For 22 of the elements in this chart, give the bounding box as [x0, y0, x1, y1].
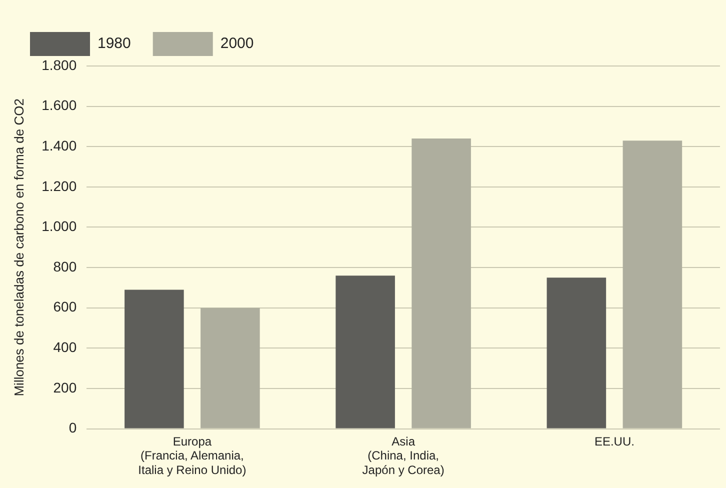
y-tick-label: 0	[68, 420, 77, 436]
x-tick-label: EE.UU.	[594, 434, 634, 448]
bar	[336, 276, 395, 428]
bar	[200, 308, 260, 428]
y-tick-label: 1.600	[42, 97, 77, 114]
legend-label: 1980	[98, 35, 131, 52]
y-tick-label: 1.400	[42, 137, 77, 154]
bar	[412, 138, 471, 428]
y-tick-label: 200	[53, 379, 77, 396]
y-tick-label: 1.200	[42, 178, 77, 194]
bar	[124, 290, 184, 428]
y-tick-label: 1.000	[42, 218, 77, 234]
y-axis-title: Millones de toneladas de carbono en forma de CO2	[11, 98, 26, 396]
y-tick-label: 800	[53, 258, 77, 274]
legend-label: 2000	[220, 35, 254, 52]
bar	[546, 278, 606, 428]
x-tick-label: Europa (Francia, Alemania, Italia y Reino Unido)	[138, 434, 246, 478]
y-tick-label: 400	[53, 339, 77, 356]
bar	[622, 140, 682, 428]
y-tick-label: 600	[53, 298, 77, 315]
y-tick-label: 1.800	[42, 56, 77, 73]
x-tick-label: Asia (China, India, Japón y Corea)	[362, 434, 444, 478]
